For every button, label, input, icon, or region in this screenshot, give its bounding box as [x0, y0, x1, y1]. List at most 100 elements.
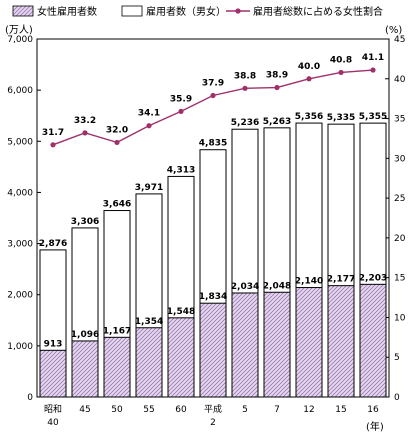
bar-total-label: 5,355: [359, 112, 387, 122]
x-axis-tick-label: 平成: [204, 403, 222, 415]
legend: 女性雇用者数 雇用者数（男女） 雇用者総数に占める女性割合: [12, 5, 383, 18]
bar-female: [359, 283, 387, 398]
bar-female-label: 2,140: [295, 277, 323, 287]
ratio-label: 38.9: [266, 71, 288, 81]
bars-layer: [39, 122, 387, 398]
right-axis-tick-label: 25: [394, 194, 405, 204]
legend-label-female: 女性雇用者数: [37, 5, 97, 18]
bar-female-label: 913: [44, 339, 63, 349]
x-axis-tick-label: 12: [303, 405, 314, 415]
legend-swatch-total: [121, 5, 143, 17]
right-axis-tick-label: 45: [394, 35, 405, 45]
ratio-label: 33.2: [74, 116, 96, 126]
right-axis-tick-label: 5: [394, 353, 400, 363]
legend-label-ratio: 雇用者総数に占める女性割合: [253, 5, 383, 18]
ratio-point: [50, 142, 56, 148]
ratio-point: [370, 67, 376, 73]
right-axis-tick-label: 0: [394, 393, 400, 403]
left-axis-tick-label: 5,000: [7, 137, 33, 147]
x-axis: 昭和 40 45 50 55 60 平成 2 5 7 12 15 16: [44, 403, 379, 428]
left-axis-tick-label: 6,000: [7, 86, 33, 96]
left-axis-tick-label: 1,000: [7, 342, 33, 352]
bar-total-label: 3,306: [71, 217, 99, 227]
left-axis-tick-label: 2,000: [7, 291, 33, 301]
right-axis: 0 5 10 15 20 25 30 35 40 45: [385, 35, 406, 403]
bar-total-label: 3,971: [135, 183, 163, 193]
x-axis-unit: (年): [366, 420, 384, 433]
bar-female: [167, 317, 195, 398]
right-axis-tick-label: 35: [394, 115, 405, 125]
ratio-point: [242, 85, 248, 91]
right-axis-unit: (%): [385, 25, 402, 36]
bar-total-label: 4,313: [167, 165, 195, 175]
bar-female: [135, 327, 163, 398]
bar-total-label: 2,876: [39, 239, 67, 249]
right-axis-tick-label: 30: [394, 154, 406, 164]
right-axis-tick-label: 20: [394, 234, 406, 244]
bar-total-label: 3,646: [103, 200, 131, 210]
x-axis-tick-label: 7: [274, 405, 280, 415]
bar-total-label: 5,356: [295, 112, 323, 122]
x-axis-tick-label: 2: [210, 418, 216, 428]
ratio-point: [338, 69, 344, 76]
bar-female-label: 2,034: [231, 282, 259, 292]
ratio-point: [178, 108, 184, 114]
ratio-label: 40.8: [330, 55, 352, 65]
bar-female-label: 1,834: [199, 292, 227, 302]
ratio-label: 32.0: [106, 125, 128, 135]
bar-female: [263, 291, 291, 398]
x-axis-tick-label: 40: [47, 418, 59, 428]
bar-female: [327, 285, 355, 398]
ratio-point: [114, 139, 120, 146]
ratio-label: 38.8: [234, 71, 256, 81]
left-axis: 0 1,000 2,000 3,000 4,000 5,000 6,000 7,000: [7, 35, 41, 403]
ratio-point: [210, 92, 216, 99]
left-axis-unit: (万人): [5, 24, 33, 36]
bar-female-label: 1,167: [103, 326, 131, 336]
right-axis-tick-label: 15: [394, 274, 405, 284]
bar-total-label: 5,335: [327, 113, 355, 123]
bar-female: [295, 287, 323, 398]
bar-female-label: 1,096: [71, 330, 99, 340]
bar-female-label: 1,354: [135, 317, 163, 327]
left-axis-tick-label: 3,000: [7, 240, 33, 250]
x-axis-tick-label: 5: [242, 405, 248, 415]
x-axis-tick-label: 16: [367, 405, 379, 415]
x-axis-tick-label: 50: [111, 405, 123, 415]
left-axis-tick-label: 7,000: [7, 35, 33, 45]
legend-marker-ratio: [235, 8, 241, 14]
bar-female-label: 1,548: [167, 307, 195, 317]
x-axis-tick-label: 60: [175, 405, 187, 415]
ratio-point: [146, 123, 152, 129]
right-axis-tick-label: 40: [394, 75, 406, 85]
bar-total-label: 5,236: [231, 118, 259, 128]
ratio-label: 40.0: [298, 62, 320, 72]
bar-labels-layer: 2,876 913 3,306 1,096 3,646 1,167 3,971 1,354 4,…: [39, 112, 387, 349]
right-axis-tick-label: 10: [394, 313, 406, 323]
x-axis-tick-label: 昭和: [44, 404, 62, 415]
ratio-label: 34.1: [138, 109, 160, 119]
bar-female: [39, 349, 67, 398]
ratio-point: [82, 130, 88, 136]
ratio-label: 41.1: [362, 53, 384, 63]
bar-female: [71, 340, 99, 398]
bar-female-label: 2,048: [263, 281, 291, 291]
x-axis-tick-label: 45: [79, 405, 90, 415]
left-axis-tick-label: 4,000: [7, 188, 33, 198]
ratio-point: [306, 76, 312, 82]
bar-female: [231, 292, 259, 398]
bar-female-label: 2,177: [327, 275, 355, 285]
ratio-point: [274, 84, 280, 91]
ratio-label: 31.7: [42, 128, 64, 138]
x-axis-tick-label: 15: [335, 405, 346, 415]
ratio-line-layer: 31.7 33.2 32.0 34.1 35.9 37.9 38.8 38.9 40.0 40.8…: [42, 53, 384, 148]
x-axis-tick-label: 55: [143, 405, 154, 415]
bar-total-label: 4,835: [199, 139, 227, 149]
bar-female: [103, 336, 131, 398]
bar-female: [199, 302, 227, 398]
ratio-label: 37.9: [202, 78, 224, 88]
legend-label-total: 雇用者数（男女）: [146, 5, 226, 18]
left-axis-tick-label: 0: [27, 393, 33, 403]
